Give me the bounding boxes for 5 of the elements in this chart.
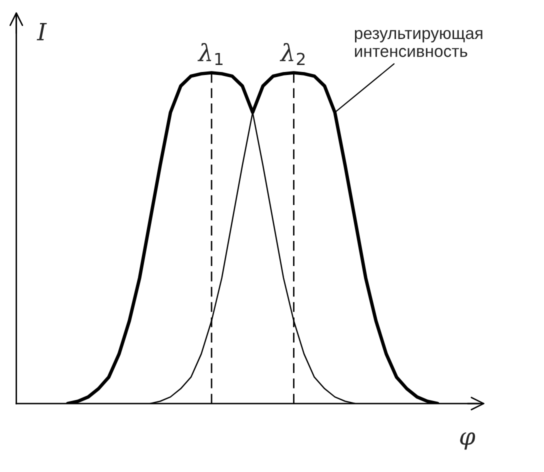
text: результирующая интенсивность bbox=[354, 30, 482, 58]
text: λ$_{2}$ bbox=[280, 43, 305, 65]
x-axis-title: φ bbox=[460, 432, 476, 450]
text: λ$_{1}$ bbox=[198, 43, 223, 65]
y-axis-title: I bbox=[36, 23, 47, 40]
